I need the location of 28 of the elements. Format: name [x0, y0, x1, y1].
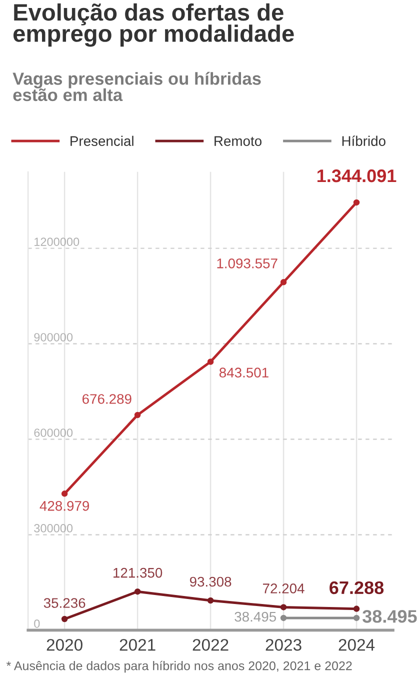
- data-label: 67.288: [330, 581, 384, 594]
- data-label: 93.308: [190, 576, 232, 587]
- legend-label: Presencial: [70, 136, 134, 146]
- x-tick-label: 2023: [266, 638, 302, 651]
- y-tick-label: 1200000: [34, 238, 80, 246]
- data-label: 843.501: [219, 368, 268, 378]
- data-label: 35.236: [44, 598, 86, 608]
- text: * Ausência de dados para híbrido nos anos 2020, 2021 e 2022: [6, 660, 352, 673]
- legend-label: Remoto: [214, 136, 262, 146]
- data-label: 38.495: [362, 610, 417, 623]
- data-label: 428.979: [40, 500, 90, 511]
- data-label: 676.289: [82, 394, 132, 404]
- chart-title: Evolução das ofertas de emprego por modalidade: [13, 3, 294, 47]
- chart-subtitle: Vagas presenciais ou híbridas estão em alta: [12, 72, 261, 102]
- data-label: 72.204: [263, 584, 304, 594]
- x-tick-label: 2020: [46, 638, 82, 651]
- data-label: 1.093.557: [217, 258, 278, 268]
- y-tick-label: 0: [34, 620, 40, 628]
- data-label: 1.344.091: [318, 169, 396, 182]
- y-tick-label: 600000: [34, 428, 73, 437]
- x-tick-label: 2021: [120, 638, 156, 651]
- x-tick-label: 2022: [192, 638, 228, 651]
- data-label: 121.350: [114, 568, 162, 578]
- y-tick-label: 900000: [34, 333, 73, 342]
- legend-label: Híbrido: [342, 136, 386, 146]
- data-label: 38.495: [234, 612, 276, 622]
- x-tick-label: 2024: [338, 638, 375, 651]
- y-tick-label: 300000: [34, 524, 73, 532]
